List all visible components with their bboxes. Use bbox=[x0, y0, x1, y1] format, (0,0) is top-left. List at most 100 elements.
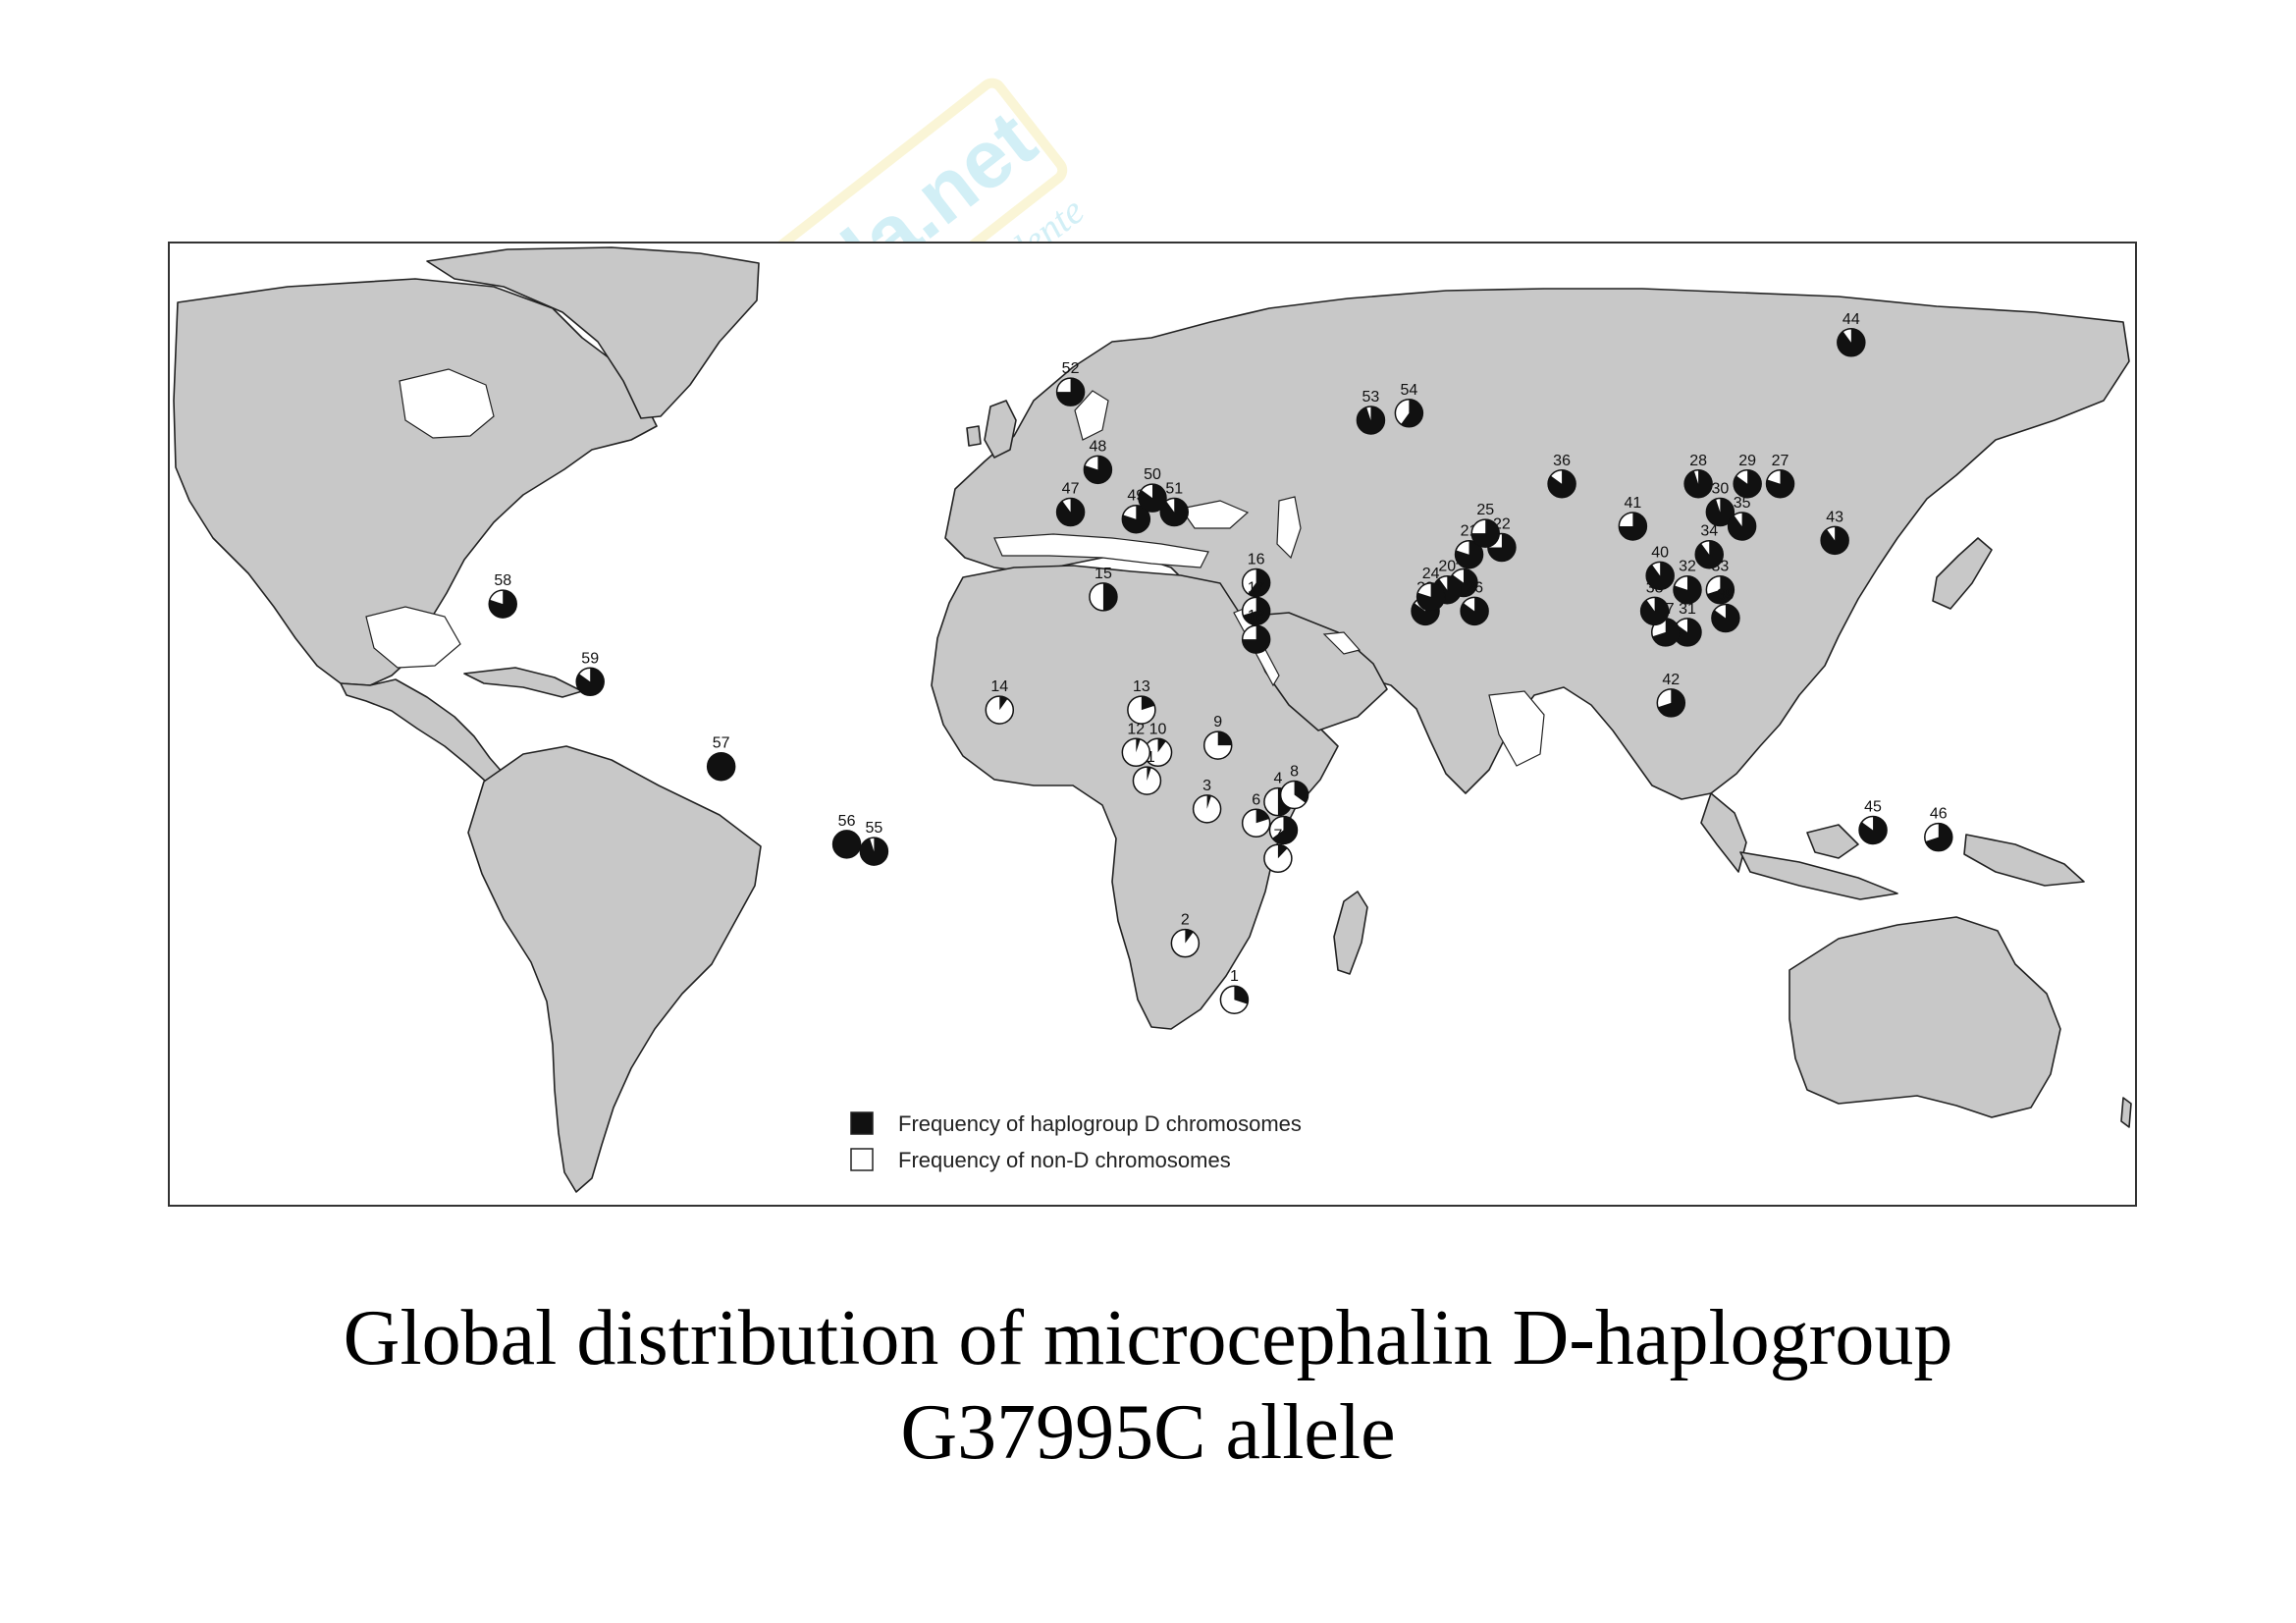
site-20-marker: 20 bbox=[1432, 559, 1463, 605]
site-16-label: 16 bbox=[1248, 552, 1265, 568]
site-6-d-slice bbox=[1255, 809, 1269, 824]
site-43-d-slice bbox=[1821, 526, 1849, 555]
madagascar bbox=[1333, 891, 1368, 975]
africa bbox=[931, 565, 1339, 1030]
site-59-marker: 59 bbox=[575, 650, 605, 697]
site-55-label: 55 bbox=[865, 820, 882, 837]
site-50-label: 50 bbox=[1144, 466, 1161, 483]
baltic-sea bbox=[1074, 390, 1109, 441]
site-7-marker: 7 bbox=[1263, 827, 1293, 874]
site-51-label: 51 bbox=[1165, 481, 1183, 498]
site-32-d-slice bbox=[1673, 575, 1701, 604]
site-9-marker: 9 bbox=[1202, 714, 1233, 760]
site-18-label: 18 bbox=[1248, 608, 1265, 624]
site-43-marker: 43 bbox=[1820, 509, 1849, 556]
site-12-d-slice bbox=[1136, 738, 1141, 753]
gulf-of-mexico bbox=[365, 606, 461, 669]
site-31-label: 31 bbox=[1679, 601, 1696, 618]
site-36-marker: 36 bbox=[1547, 453, 1576, 499]
southeast-asia bbox=[1700, 792, 1747, 873]
site-36-label: 36 bbox=[1553, 453, 1571, 469]
site-8-label: 8 bbox=[1290, 763, 1299, 780]
greenland bbox=[426, 246, 760, 419]
sample-sites: 1234567891011121314151617181920212223242… bbox=[488, 311, 1953, 1014]
site-3-label: 3 bbox=[1202, 778, 1211, 794]
site-3-d-slice bbox=[1206, 794, 1211, 809]
site-14-d-slice bbox=[999, 696, 1008, 711]
site-44-marker: 44 bbox=[1837, 311, 1866, 357]
site-58-label: 58 bbox=[494, 572, 511, 589]
site-39-marker: 39 bbox=[1711, 587, 1740, 633]
site-14-label: 14 bbox=[990, 678, 1008, 695]
site-27-d-slice bbox=[1766, 469, 1794, 498]
site-16-d-slice bbox=[1248, 568, 1270, 597]
site-31-marker: 31 bbox=[1673, 601, 1702, 647]
japan bbox=[1932, 537, 1993, 610]
site-28-d-slice bbox=[1684, 469, 1713, 498]
site-24-marker: 24 bbox=[1415, 566, 1446, 612]
site-40-marker: 40 bbox=[1645, 544, 1675, 591]
new-guinea bbox=[1963, 834, 2085, 887]
site-29-label: 29 bbox=[1738, 453, 1756, 469]
site-57-marker: 57 bbox=[706, 735, 736, 782]
indonesia-islands bbox=[1739, 824, 1898, 900]
site-30-d-slice bbox=[1706, 498, 1735, 526]
site-12-marker: 12 bbox=[1121, 721, 1151, 768]
persian-gulf bbox=[1322, 631, 1362, 655]
site-26-d-slice bbox=[1461, 597, 1489, 625]
site-53-d-slice bbox=[1357, 406, 1385, 434]
site-36-d-slice bbox=[1548, 469, 1576, 498]
black-sea bbox=[1179, 500, 1250, 529]
site-52-marker: 52 bbox=[1055, 360, 1086, 406]
site-24-label: 24 bbox=[1422, 566, 1440, 582]
site-52-label: 52 bbox=[1062, 360, 1080, 377]
site-28-label: 28 bbox=[1689, 453, 1707, 469]
site-48-d-slice bbox=[1084, 456, 1112, 484]
site-2-label: 2 bbox=[1181, 912, 1190, 929]
site-13-d-slice bbox=[1141, 696, 1155, 711]
site-56-marker: 56 bbox=[831, 813, 862, 859]
site-55-marker: 55 bbox=[859, 820, 889, 866]
site-26-marker: 26 bbox=[1460, 579, 1489, 626]
site-8-marker: 8 bbox=[1279, 763, 1309, 810]
site-46-d-slice bbox=[1925, 823, 1952, 851]
world-map: 1234567891011121314151617181920212223242… bbox=[170, 243, 2135, 1205]
site-39-label: 39 bbox=[1717, 587, 1735, 604]
site-43-label: 43 bbox=[1826, 509, 1843, 525]
arabian-peninsula bbox=[1241, 612, 1388, 731]
site-34-marker: 34 bbox=[1694, 523, 1724, 569]
site-17-d-slice bbox=[1243, 597, 1270, 625]
site-4-label: 4 bbox=[1273, 771, 1282, 787]
site-56-d-slice bbox=[832, 830, 861, 858]
site-50-marker: 50 bbox=[1138, 466, 1167, 513]
site-30-label: 30 bbox=[1711, 481, 1729, 498]
site-46-marker: 46 bbox=[1924, 806, 1953, 852]
site-33-d-slice bbox=[1707, 575, 1735, 604]
south-america bbox=[467, 745, 762, 1193]
site-1-marker: 1 bbox=[1219, 968, 1250, 1014]
site-16-marker: 16 bbox=[1241, 552, 1271, 598]
site-32-label: 32 bbox=[1679, 559, 1696, 575]
site-5-d-slice bbox=[1272, 816, 1298, 844]
site-6-label: 6 bbox=[1252, 791, 1260, 808]
site-44-label: 44 bbox=[1842, 311, 1860, 328]
site-42-d-slice bbox=[1657, 688, 1685, 717]
site-8-d-slice bbox=[1294, 781, 1308, 803]
land-masses bbox=[173, 246, 2132, 1193]
site-35-label: 35 bbox=[1734, 495, 1751, 512]
site-59-label: 59 bbox=[581, 650, 599, 667]
site-35-d-slice bbox=[1728, 512, 1756, 540]
site-29-marker: 29 bbox=[1733, 453, 1762, 499]
site-46-label: 46 bbox=[1930, 806, 1948, 823]
site-34-d-slice bbox=[1695, 540, 1724, 568]
site-51-d-slice bbox=[1160, 498, 1189, 526]
site-13-marker: 13 bbox=[1127, 678, 1156, 725]
site-24-d-slice bbox=[1416, 582, 1445, 611]
site-1-d-slice bbox=[1234, 986, 1249, 1004]
site-42-label: 42 bbox=[1662, 672, 1680, 688]
site-17-label: 17 bbox=[1248, 579, 1265, 596]
legend: Frequency of haplogroup D chromosomes Fr… bbox=[850, 1111, 1302, 1172]
site-15-label: 15 bbox=[1095, 566, 1112, 582]
site-29-d-slice bbox=[1734, 469, 1762, 498]
site-53-marker: 53 bbox=[1356, 389, 1386, 435]
